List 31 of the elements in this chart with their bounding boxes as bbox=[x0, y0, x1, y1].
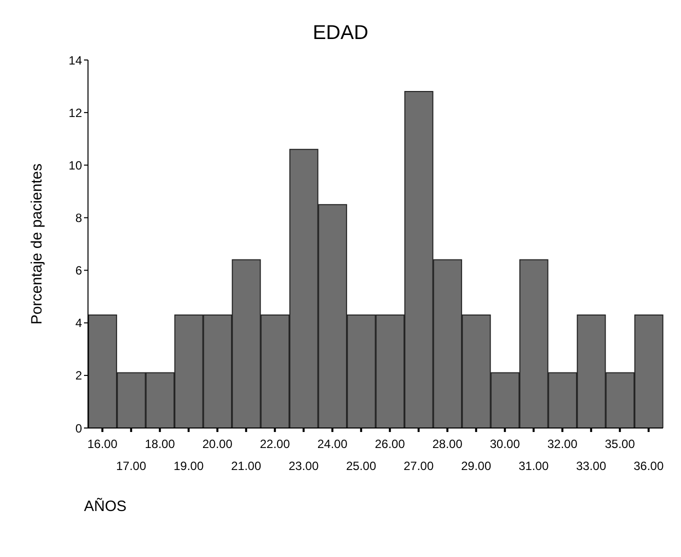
x-tick-label: 20.00 bbox=[202, 437, 233, 451]
x-tick-label: 17.00 bbox=[116, 459, 146, 473]
x-tick-label: 27.00 bbox=[404, 459, 434, 473]
x-tick-label: 19.00 bbox=[174, 459, 204, 473]
x-tick-label: 24.00 bbox=[317, 437, 348, 451]
x-tick-label: 32.00 bbox=[547, 437, 578, 451]
y-tick-label: 4 bbox=[75, 316, 82, 330]
x-tick-label: 18.00 bbox=[144, 437, 176, 451]
y-tick-label: 12 bbox=[68, 106, 82, 120]
y-tick-label: 14 bbox=[68, 53, 82, 68]
y-axis-title: Porcentaje de pacientes bbox=[28, 164, 46, 324]
y-tick-label: 2 bbox=[75, 368, 82, 383]
x-axis-title: AÑOS bbox=[84, 498, 127, 515]
x-tick-label: 31.00 bbox=[518, 459, 549, 473]
chart-title: EDAD bbox=[312, 22, 370, 45]
x-tick-label: 35.00 bbox=[604, 437, 636, 451]
x-tick-label: 21.00 bbox=[231, 459, 262, 473]
x-tick-label: 16.00 bbox=[87, 437, 118, 451]
y-tick-label: 8 bbox=[75, 210, 82, 225]
y-tick-label: 10 bbox=[68, 158, 82, 172]
x-tick-label: 26.00 bbox=[374, 437, 406, 451]
x-tick-label: 28.00 bbox=[432, 437, 463, 451]
y-tick-label: 0 bbox=[75, 421, 82, 436]
x-tick-label: 30.00 bbox=[490, 437, 520, 451]
x-tick-label: 22.00 bbox=[260, 437, 290, 451]
x-tick-label: 23.00 bbox=[288, 459, 319, 473]
x-tick-label: 25.00 bbox=[346, 459, 376, 473]
x-tick-label: 29.00 bbox=[461, 459, 492, 473]
x-tick-label: 36.00 bbox=[634, 459, 664, 473]
x-tick-label: 33.00 bbox=[576, 459, 606, 473]
y-tick-label: 6 bbox=[75, 264, 82, 278]
